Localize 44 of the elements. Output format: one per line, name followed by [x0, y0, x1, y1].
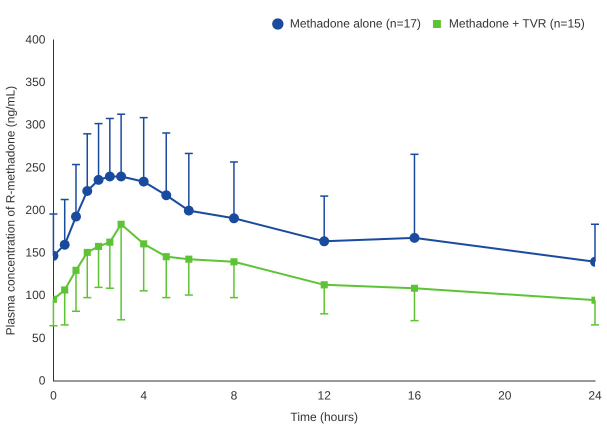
x-tick-label: 0: [50, 388, 58, 403]
point: [228, 213, 239, 224]
point: [184, 206, 194, 216]
point: [162, 253, 170, 260]
point: [230, 258, 238, 266]
point: [61, 286, 68, 294]
point: [118, 220, 125, 228]
point: [82, 186, 92, 196]
x-tick-label: 8: [230, 388, 238, 403]
y-tick-label: 350: [25, 74, 46, 89]
y-tick-label: 200: [25, 202, 46, 217]
point: [84, 248, 91, 256]
point: [161, 190, 172, 200]
point: [138, 176, 149, 187]
point: [319, 236, 330, 246]
point: [104, 171, 115, 182]
y-tick-label: 150: [25, 246, 46, 260]
x-tick-label: 12: [318, 388, 332, 403]
point: [95, 242, 102, 250]
x-axis-title: Time (hours): [290, 410, 358, 424]
point: [140, 240, 148, 248]
point: [72, 266, 80, 274]
y-tick-label: 0: [38, 374, 46, 388]
point: [409, 232, 420, 243]
point: [106, 238, 114, 246]
legend-label: Methadone + TVR (n=15): [448, 16, 585, 30]
point: [410, 284, 418, 292]
y-tick-label: 250: [25, 160, 46, 174]
point: [70, 212, 81, 222]
y-axis-title: Plasma concentration of R-methadone (ng/mL): [4, 86, 18, 336]
legend-label: Methadone alone (n=17): [290, 16, 421, 30]
y-tick-label: 50: [32, 330, 46, 345]
y-tick-label: 100: [25, 288, 46, 302]
point: [185, 256, 192, 263]
x-tick-label: 4: [140, 388, 148, 403]
x-tick-label: 20: [498, 388, 512, 403]
point: [116, 171, 126, 182]
y-tick-label: 300: [25, 118, 46, 132]
point: [320, 281, 328, 288]
point: [94, 174, 104, 185]
x-tick-label: 24: [588, 388, 602, 403]
y-tick-label: 400: [25, 32, 46, 46]
point: [60, 240, 70, 250]
x-tick-label: 16: [408, 388, 422, 403]
